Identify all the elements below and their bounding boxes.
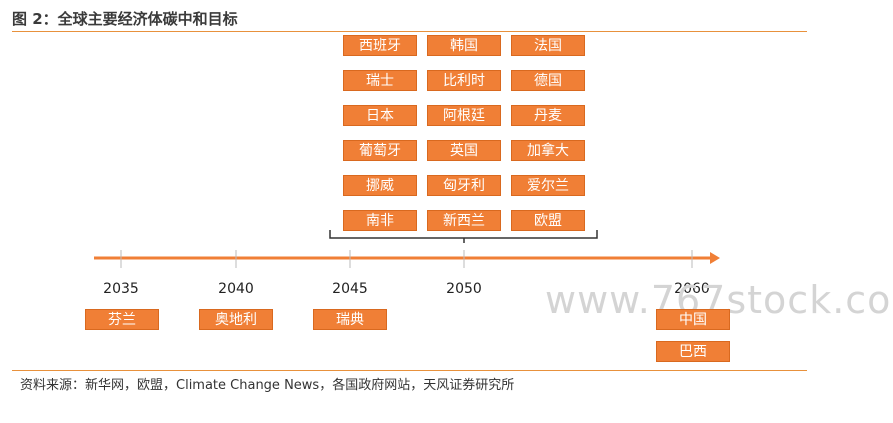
country-box: 丹麦 [511, 105, 585, 126]
timeline-arrowhead [710, 252, 720, 264]
country-box: 英国 [427, 140, 501, 161]
year-label: 2060 [674, 281, 710, 297]
figure-title: 图 2：全球主要经济体碳中和目标 [12, 10, 238, 28]
title-divider [12, 31, 807, 32]
country-box: 挪威 [343, 175, 417, 196]
country-box: 日本 [343, 105, 417, 126]
country-box: 瑞典 [313, 309, 387, 330]
country-box: 欧盟 [511, 210, 585, 231]
country-box: 新西兰 [427, 210, 501, 231]
group-bracket [329, 230, 598, 243]
country-box: 德国 [511, 70, 585, 91]
country-box: 比利时 [427, 70, 501, 91]
country-box: 葡萄牙 [343, 140, 417, 161]
country-box: 中国 [656, 309, 730, 330]
year-label: 2035 [103, 281, 139, 297]
country-box: 加拿大 [511, 140, 585, 161]
country-box: 阿根廷 [427, 105, 501, 126]
year-label: 2040 [218, 281, 254, 297]
source-divider [12, 370, 807, 371]
country-box: 南非 [343, 210, 417, 231]
country-box: 奥地利 [199, 309, 273, 330]
country-box: 巴西 [656, 341, 730, 362]
year-label: 2050 [446, 281, 482, 297]
year-label: 2045 [332, 281, 368, 297]
country-box: 韩国 [427, 35, 501, 56]
source-note: 资料来源：新华网，欧盟，Climate Change News，各国政府网站，天… [20, 378, 515, 393]
country-box: 爱尔兰 [511, 175, 585, 196]
country-box: 西班牙 [343, 35, 417, 56]
country-box: 芬兰 [85, 309, 159, 330]
country-box: 匈牙利 [427, 175, 501, 196]
country-box: 法国 [511, 35, 585, 56]
country-box: 瑞士 [343, 70, 417, 91]
